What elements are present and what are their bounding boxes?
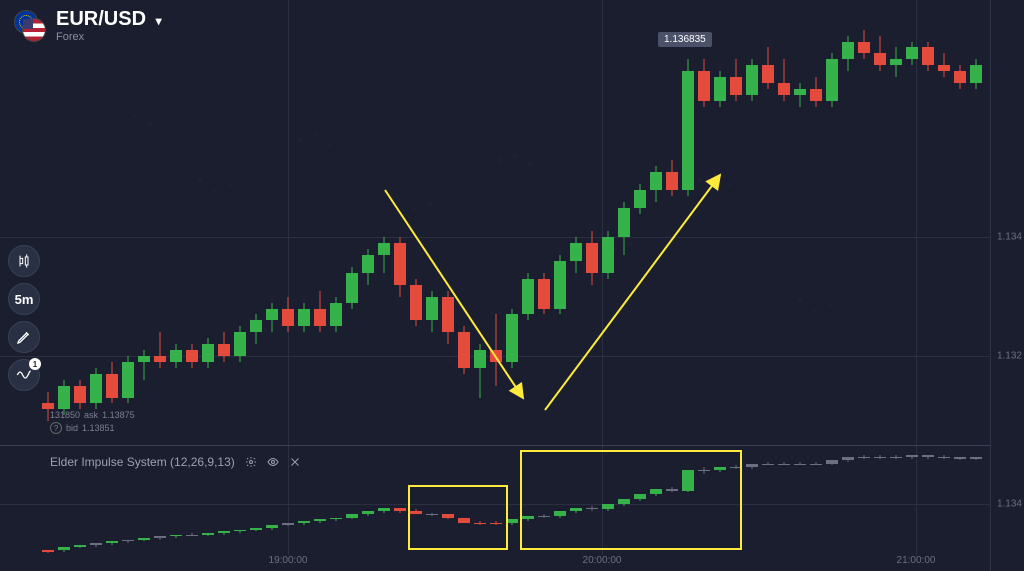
drawing-tools-button[interactable]	[8, 321, 40, 353]
current-price-badge: 1.136835	[658, 32, 712, 47]
y-tick-label: 1.132	[997, 351, 1022, 362]
y-axis: 1.134 1.132 1.134	[990, 0, 1024, 571]
bid-label: bid	[66, 423, 78, 433]
symbol-header[interactable]: EUR/USD ▾ Forex	[14, 8, 162, 43]
indicator-header: Elder Impulse System (12,26,9,13)	[50, 455, 301, 469]
x-tick-label: 21:00:00	[897, 555, 936, 566]
us-flag-icon	[22, 18, 46, 42]
main-price-chart[interactable]	[0, 0, 990, 445]
symbol-subtitle: Forex	[56, 31, 162, 43]
pencil-icon	[16, 329, 32, 345]
chart-type-button[interactable]	[8, 245, 40, 277]
gear-icon[interactable]	[245, 456, 257, 468]
y-tick-label: 1.134	[997, 232, 1022, 243]
indicator-count-badge: 1	[29, 358, 41, 370]
wave-icon	[16, 367, 32, 383]
close-icon[interactable]	[289, 456, 301, 468]
currency-pair-flags	[14, 10, 46, 42]
ask-value: 1.13875	[102, 410, 135, 420]
candlestick-icon	[16, 253, 32, 269]
x-axis: 19:00:00 20:00:00 21:00:00	[0, 555, 990, 571]
indicators-button[interactable]: 1	[8, 359, 40, 391]
y-tick-label: 1.134	[997, 499, 1022, 510]
quote-info: 131850 ask 1.13875 ? bid 1.13851	[50, 410, 135, 434]
chevron-down-icon[interactable]: ▾	[156, 14, 162, 28]
indicator-name: Elder Impulse System (12,26,9,13)	[50, 455, 235, 469]
x-tick-label: 20:00:00	[583, 555, 622, 566]
bid-value: 1.13851	[82, 423, 115, 433]
timeframe-label: 5m	[15, 292, 34, 307]
ask-label: ask	[84, 410, 98, 420]
last-price: 131850	[50, 410, 80, 420]
timeframe-button[interactable]: 5m	[8, 283, 40, 315]
chart-toolbar: 5m 1	[8, 245, 40, 391]
help-icon[interactable]: ?	[50, 422, 62, 434]
x-tick-label: 19:00:00	[269, 555, 308, 566]
eye-icon[interactable]	[267, 456, 279, 468]
symbol-name: EUR/USD	[56, 8, 146, 30]
